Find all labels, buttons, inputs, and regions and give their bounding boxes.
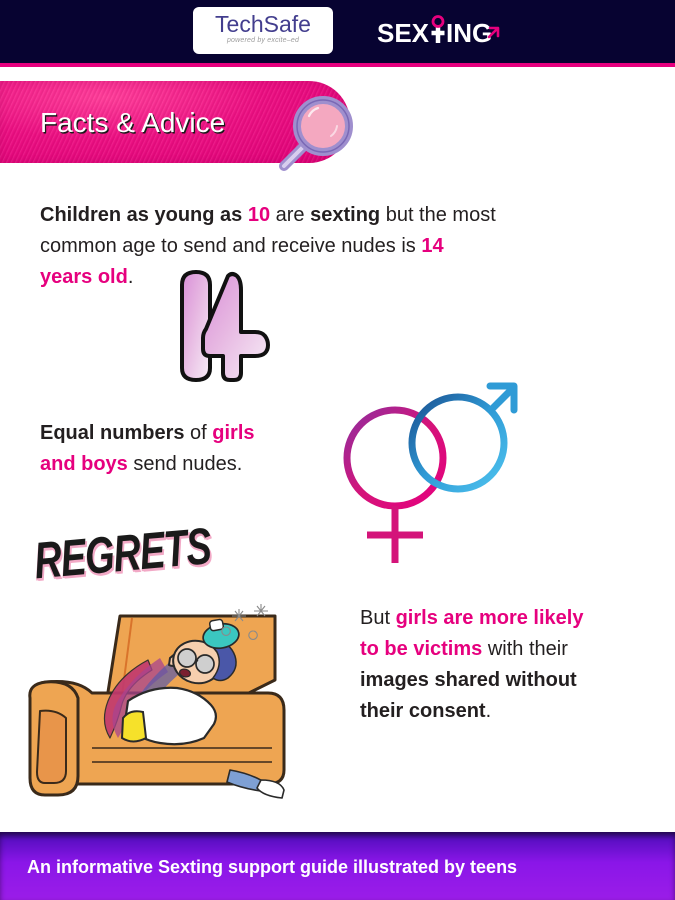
svg-text:ING: ING bbox=[446, 18, 492, 48]
svg-text:SEX: SEX bbox=[377, 18, 430, 48]
